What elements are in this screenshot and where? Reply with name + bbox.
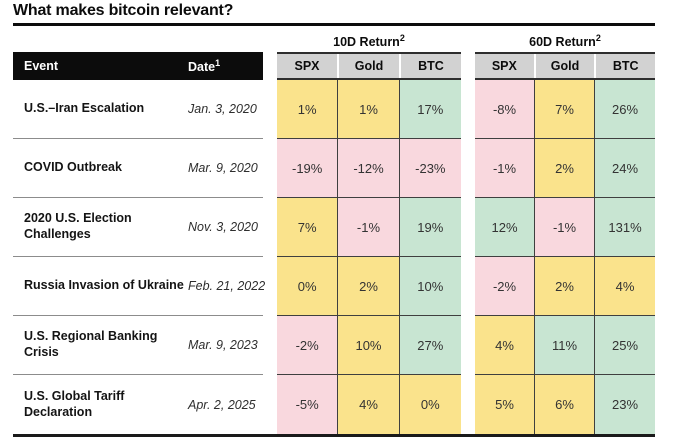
return-cell: 131% <box>595 198 655 257</box>
return-cell: 0% <box>399 375 461 434</box>
event-name: COVID Outbreak <box>24 160 122 175</box>
page-title: What makes bitcoin relevant? <box>13 2 234 19</box>
event-name: U.S.–Iran Escalation <box>24 101 145 116</box>
return-cell: -1% <box>338 198 400 257</box>
event-date: Jan. 3, 2020 <box>188 102 257 116</box>
return-cell: -19% <box>277 139 339 198</box>
return-cell: -1% <box>475 139 535 198</box>
event-date: Apr. 2, 2025 <box>188 397 256 412</box>
return-cell: 25% <box>595 316 655 375</box>
return-cell: -12% <box>338 139 400 198</box>
return-cell: 4% <box>595 257 655 316</box>
group-header-10d-label: 10D Return <box>333 35 400 50</box>
group-header-60d-return: 60D Return2 <box>475 33 655 49</box>
column-header-10d-spx: SPX <box>277 54 337 78</box>
table-row: U.S. Regional Banking Crisis Mar. 9, 202… <box>13 316 263 375</box>
footnote-marker-2: 2 <box>595 33 601 43</box>
return-cell: -23% <box>399 139 461 198</box>
data-grid-10d-return: 1% 1% 17% -19% -12% -23% 7% -1% 19% 0% 2… <box>277 80 461 434</box>
table-row: U.S. Global Tariff Declaration Apr. 2, 2… <box>13 375 263 434</box>
event-name: U.S. Regional Banking Crisis <box>24 329 158 359</box>
title-underline <box>13 23 655 26</box>
event-date-column-header: Event Date1 <box>13 52 263 80</box>
return-cell: 10% <box>399 257 461 316</box>
event-name: Russia Invasion of Ukraine <box>24 278 184 293</box>
return-cell: 7% <box>277 198 339 257</box>
return-cell: 17% <box>399 80 461 139</box>
return-cell: -2% <box>277 316 339 375</box>
return-cell: -2% <box>475 257 535 316</box>
group-header-10d-return: 10D Return2 <box>277 33 461 49</box>
return-cell: 19% <box>399 198 461 257</box>
column-header-60d-spx: SPX <box>475 54 534 78</box>
date-header-label: Date1 <box>188 58 220 74</box>
event-header-label: Event <box>24 59 59 73</box>
column-header-60d-btc: BTC <box>596 54 656 78</box>
data-grid-60d-return: -8% 7% 26% -1% 2% 24% 12% -1% 131% -2% 2… <box>475 80 655 434</box>
event-date-rows: U.S.–Iran Escalation Jan. 3, 2020 COVID … <box>13 80 266 434</box>
return-cell: 2% <box>535 257 595 316</box>
return-cell: 1% <box>338 80 400 139</box>
subheader-10d: SPX Gold BTC <box>277 52 461 80</box>
return-cell: 26% <box>595 80 655 139</box>
return-cell: -8% <box>475 80 535 139</box>
table-row: 2020 U.S. Election Challenges Nov. 3, 20… <box>13 198 263 257</box>
return-cell: 10% <box>338 316 400 375</box>
return-cell: 4% <box>475 316 535 375</box>
return-cell: 11% <box>535 316 595 375</box>
return-cell: 5% <box>475 375 535 434</box>
column-header-10d-gold: Gold <box>339 54 399 78</box>
column-header-10d-btc: BTC <box>401 54 461 78</box>
column-header-60d-gold: Gold <box>535 54 595 78</box>
return-cell: 2% <box>535 139 595 198</box>
table-row: U.S.–Iran Escalation Jan. 3, 2020 <box>13 80 263 139</box>
return-cell: 27% <box>399 316 461 375</box>
event-name: U.S. Global Tariff Declaration <box>24 388 125 419</box>
return-cell: -1% <box>535 198 595 257</box>
footnote-marker-1: 1 <box>215 57 221 68</box>
table-bottom-border <box>13 434 655 437</box>
return-cell: 0% <box>277 257 339 316</box>
date-header-text: Date <box>188 60 216 75</box>
return-cell: 7% <box>535 80 595 139</box>
return-cell: 12% <box>475 198 535 257</box>
return-cell: 24% <box>595 139 655 198</box>
return-cell: 1% <box>277 80 339 139</box>
event-name: 2020 U.S. Election Challenges <box>24 211 132 241</box>
return-cell: 23% <box>595 375 655 434</box>
footnote-marker-2: 2 <box>399 33 405 43</box>
return-cell: 6% <box>535 375 595 434</box>
event-date: Mar. 9, 2023 <box>188 338 258 352</box>
event-date: Nov. 3, 2020 <box>188 220 258 234</box>
subheader-60d: SPX Gold BTC <box>475 52 656 80</box>
table-row: Russia Invasion of Ukraine Feb. 21, 2022 <box>13 257 266 316</box>
group-header-60d-label: 60D Return <box>529 35 596 50</box>
return-cell: 2% <box>338 257 400 316</box>
return-cell: -5% <box>277 375 339 434</box>
event-date: Feb. 21, 2022 <box>188 279 266 293</box>
table-row: COVID Outbreak Mar. 9, 2020 <box>13 139 263 198</box>
event-date: Mar. 9, 2020 <box>188 161 258 175</box>
return-cell: 4% <box>338 375 400 434</box>
